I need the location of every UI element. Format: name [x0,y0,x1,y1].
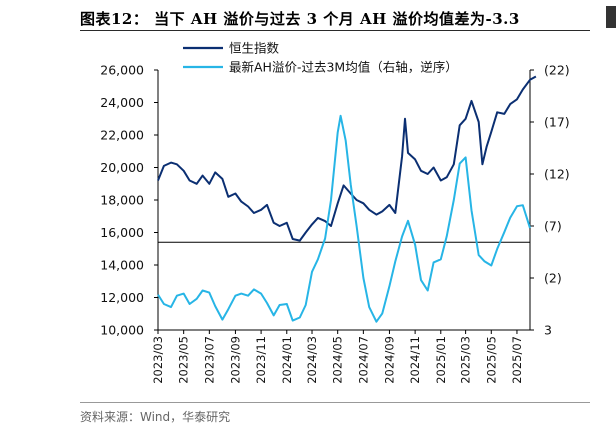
x-tick-label: 2023/09 [228,336,242,384]
right-y-tick-label: (12) [544,167,570,182]
legend-label-hsi-index-line: 恒生指数 [229,41,280,56]
left-y-tick-label: 20,000 [100,160,144,175]
x-tick-label: 2024/01 [280,336,294,384]
left-y-tick-label: 14,000 [100,258,144,273]
legend-label-ah-premium-diff-line: 最新AH溢价-过去3M均值（右轴，逆序） [229,60,458,75]
x-tick-label: 2023/03 [151,336,165,384]
right-y-tick-label: (2) [544,271,562,286]
x-tick-label: 2023/11 [254,336,268,384]
x-tick-label: 2023/07 [202,336,216,384]
right-y-tick-label: (17) [544,115,570,130]
cropped-next-figure-marker [606,6,616,28]
title-rule [80,30,590,31]
right-y-tick-label: 3 [544,323,552,338]
x-tick-label: 2024/11 [408,336,422,384]
x-tick-label: 2025/07 [510,336,524,384]
hsi-index-line [157,75,537,242]
left-y-tick-label: 10,000 [100,323,144,338]
left-y-tick-label: 22,000 [100,128,144,143]
right-y-tick-label: (7) [544,219,562,234]
x-tick-label: 2025/03 [459,336,473,384]
x-tick-label: 2025/05 [484,336,498,384]
right-y-tick-label: (22) [544,63,570,78]
x-tick-label: 2024/09 [382,336,396,384]
chart-series [157,75,537,323]
chart-axes [157,70,531,331]
left-y-tick-label: 16,000 [100,225,144,240]
source-note: 资料来源：Wind，华泰研究 [80,410,231,424]
source-rule [80,402,590,403]
ah-premium-diff-line [157,114,531,323]
x-tick-label: 2024/07 [356,336,370,384]
chart-ticks: 10,000 12,000 14,000 16,000 18,000 20,000 22,0… [100,63,569,384]
x-tick-label: 2024/05 [331,336,345,384]
left-y-tick-label: 18,000 [100,193,144,208]
left-y-tick-label: 24,000 [100,95,144,110]
x-tick-label: 2024/03 [305,336,319,384]
figure-title: 图表12： 当下 AH 溢价与过去 3 个月 AH 溢价均值差为-3.3 [80,10,520,28]
x-tick-label: 2023/05 [177,336,191,384]
left-y-tick-label: 26,000 [100,63,144,78]
x-tick-label: 2025/01 [434,336,448,384]
left-y-tick-label: 12,000 [100,290,144,305]
